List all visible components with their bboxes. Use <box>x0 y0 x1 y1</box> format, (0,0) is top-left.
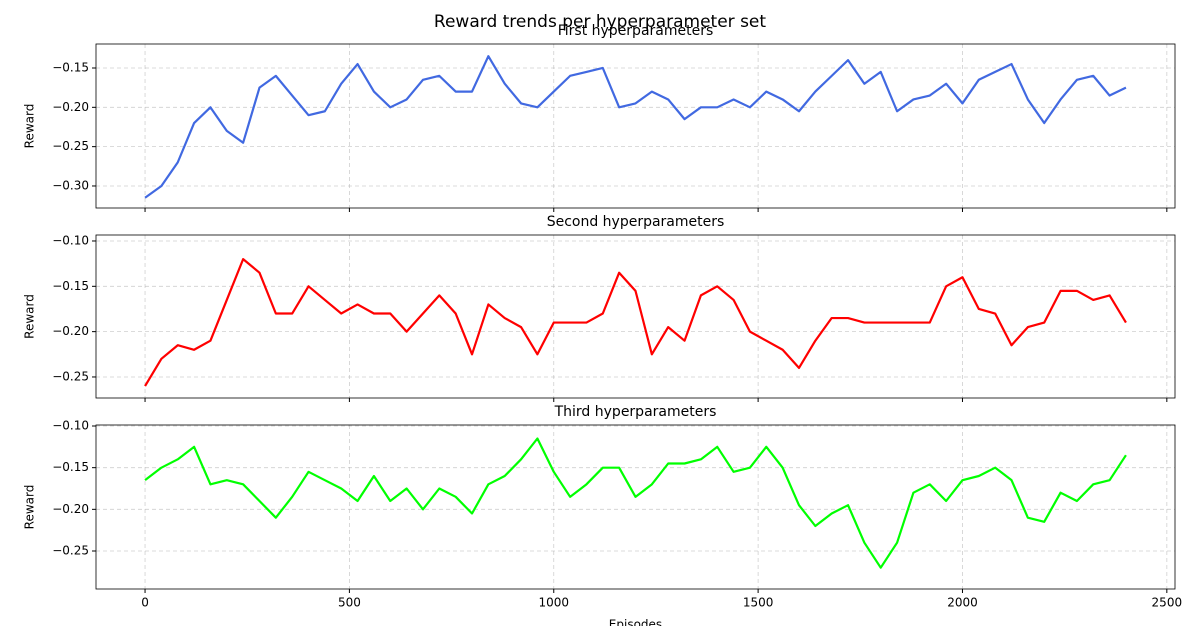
subplot-title: Second hyperparameters <box>547 214 725 230</box>
y-tick-label: −0.15 <box>52 279 89 293</box>
series-line <box>144 55 1127 199</box>
y-axis-label: Reward <box>23 104 37 149</box>
y-tick-label: −0.10 <box>52 419 89 433</box>
y-axis-label: Reward <box>23 485 37 530</box>
plot-frame <box>95 43 1176 209</box>
figure-title: Reward trends per hyperparameter set <box>434 12 766 32</box>
x-tick-label: 2000 <box>947 596 978 610</box>
x-axis-label: Episodes <box>609 618 662 626</box>
series-line <box>144 258 1127 387</box>
subplot-title: Third hyperparameters <box>554 404 717 420</box>
y-tick-label: −0.30 <box>52 178 89 192</box>
y-tick-label: −0.25 <box>52 544 89 558</box>
plot-frame <box>95 424 1176 590</box>
y-tick-label: −0.20 <box>52 324 89 338</box>
series-line <box>144 437 1127 569</box>
subplot-title: First hyperparameters <box>558 23 714 39</box>
x-tick-label: 1500 <box>743 596 774 610</box>
y-tick-label: −0.25 <box>52 369 89 383</box>
y-tick-label: −0.20 <box>52 502 89 516</box>
x-tick-label: 500 <box>338 596 361 610</box>
y-tick-label: −0.20 <box>52 100 89 114</box>
x-tick-label: 2500 <box>1152 596 1183 610</box>
y-axis-label: Reward <box>23 294 37 339</box>
y-tick-label: −0.10 <box>52 233 89 247</box>
x-tick-label: 1000 <box>538 596 569 610</box>
y-tick-label: −0.15 <box>52 460 89 474</box>
y-tick-label: −0.15 <box>52 60 89 74</box>
y-tick-label: −0.25 <box>52 139 89 153</box>
x-tick-label: 0 <box>141 596 149 610</box>
plot-frame <box>95 234 1176 399</box>
